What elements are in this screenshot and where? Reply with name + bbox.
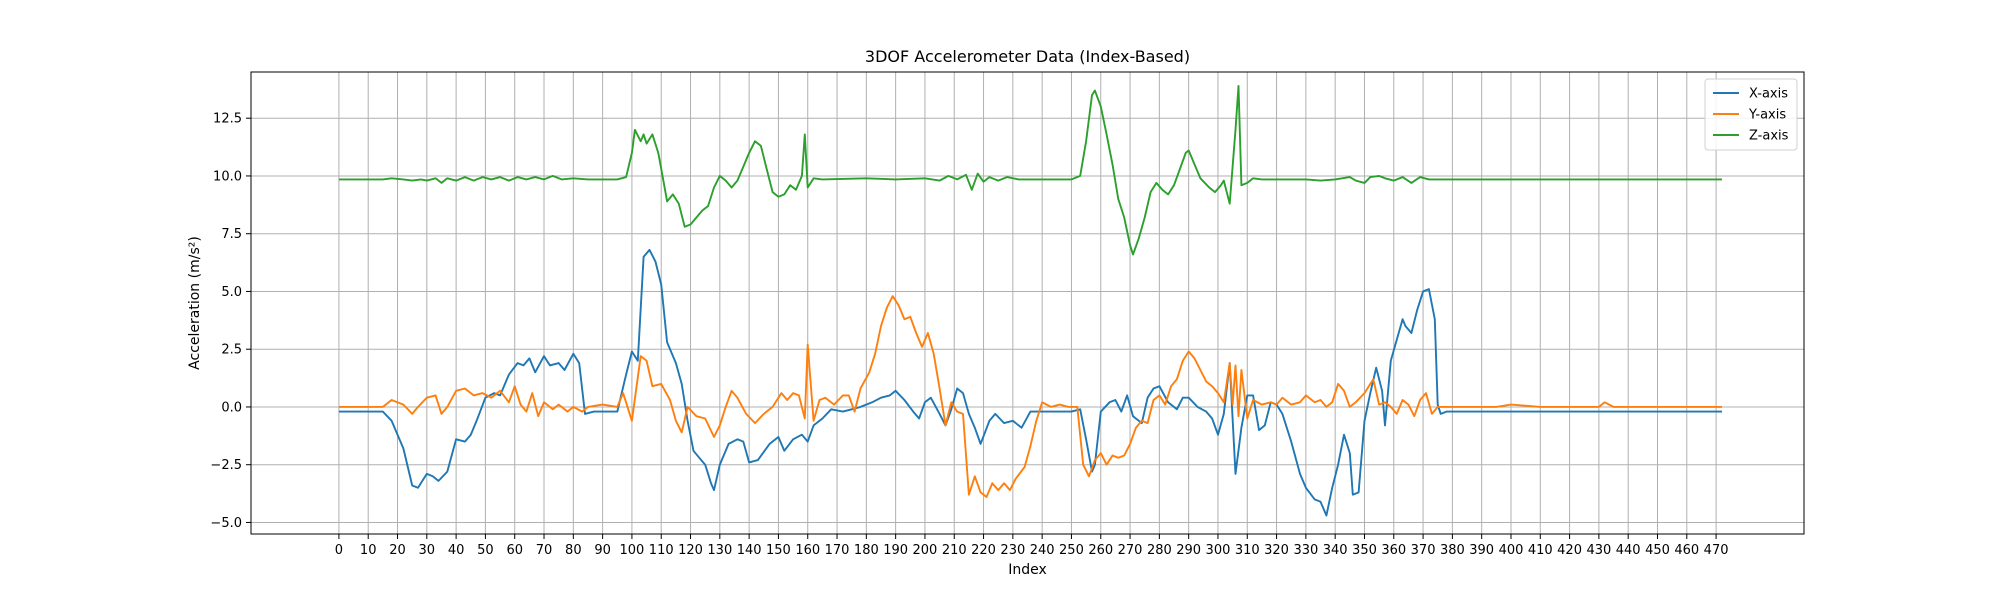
- series-line-x-axis: [338, 248, 1722, 517]
- series-line-y-axis: [338, 295, 1722, 498]
- y-tick-label: 10.0: [213, 169, 242, 184]
- x-tick-label: 130: [707, 543, 732, 558]
- x-tick-label: 200: [913, 543, 938, 558]
- x-tick-label: 260: [1088, 543, 1113, 558]
- y-tick-label: 5.0: [221, 285, 242, 300]
- legend-label: X-axis: [1749, 87, 1788, 102]
- x-axis-label: Index: [1008, 562, 1047, 578]
- x-tick-label: 40: [448, 543, 465, 558]
- series-line-z-axis: [338, 84, 1722, 256]
- x-tick-label: 140: [737, 543, 762, 558]
- x-tick-label: 300: [1206, 543, 1231, 558]
- x-tick-label: 160: [795, 543, 820, 558]
- x-tick-label: 20: [389, 543, 406, 558]
- y-axis-label: Acceleration (m/s²): [187, 236, 203, 370]
- axis-ticks: 0 10 20 30 40 50 60 70 80 90 100 110 120 130 140 150 160…: [210, 112, 1728, 558]
- legend-box: [1704, 78, 1798, 151]
- x-tick-label: 470: [1704, 543, 1729, 558]
- x-tick-label: 0: [335, 543, 343, 558]
- x-tick-label: 370: [1411, 543, 1436, 558]
- x-tick-label: 460: [1674, 543, 1699, 558]
- x-tick-label: 330: [1293, 543, 1318, 558]
- x-tick-label: 100: [620, 543, 645, 558]
- x-tick-label: 220: [971, 543, 996, 558]
- x-tick-label: 190: [883, 543, 908, 558]
- x-tick-label: 270: [1118, 543, 1143, 558]
- x-tick-label: 150: [766, 543, 791, 558]
- y-tick-label: −5.0: [210, 516, 242, 531]
- y-tick-label: 12.5: [213, 112, 242, 127]
- legend-label: Z-axis: [1749, 129, 1789, 144]
- grid: [251, 72, 1804, 534]
- data-series: [338, 84, 1722, 517]
- x-tick-label: 240: [1030, 543, 1055, 558]
- x-tick-label: 350: [1352, 543, 1377, 558]
- x-tick-label: 320: [1264, 543, 1289, 558]
- y-tick-label: 2.5: [221, 343, 242, 358]
- x-tick-label: 60: [506, 543, 523, 558]
- x-tick-label: 230: [1000, 543, 1025, 558]
- x-tick-label: 90: [594, 543, 611, 558]
- chart-title: 3DOF Accelerometer Data (Index-Based): [865, 47, 1190, 66]
- x-tick-label: 380: [1440, 543, 1465, 558]
- x-tick-label: 390: [1469, 543, 1494, 558]
- y-tick-label: −2.5: [210, 458, 242, 473]
- x-tick-label: 50: [477, 543, 494, 558]
- x-tick-label: 80: [565, 543, 582, 558]
- x-tick-label: 400: [1499, 543, 1524, 558]
- plot-frame: [250, 71, 1805, 535]
- x-tick-label: 70: [536, 543, 553, 558]
- y-tick-label: 0.0: [221, 400, 242, 415]
- x-tick-label: 280: [1147, 543, 1172, 558]
- x-tick-label: 430: [1586, 543, 1611, 558]
- x-tick-label: 360: [1381, 543, 1406, 558]
- x-tick-label: 340: [1323, 543, 1348, 558]
- x-tick-label: 30: [419, 543, 436, 558]
- x-tick-label: 290: [1176, 543, 1201, 558]
- y-tick-label: 7.5: [221, 227, 242, 242]
- x-tick-label: 250: [1059, 543, 1084, 558]
- legend: X-axis Y-axis Z-axis: [1704, 78, 1798, 151]
- x-tick-label: 410: [1528, 543, 1553, 558]
- x-tick-label: 120: [678, 543, 703, 558]
- x-tick-label: 110: [649, 543, 674, 558]
- legend-label: Y-axis: [1748, 108, 1786, 123]
- x-tick-label: 310: [1235, 543, 1260, 558]
- x-tick-label: 170: [825, 543, 850, 558]
- x-tick-label: 210: [942, 543, 967, 558]
- x-tick-label: 10: [360, 543, 377, 558]
- x-tick-label: 450: [1645, 543, 1670, 558]
- x-tick-label: 180: [854, 543, 879, 558]
- x-tick-label: 420: [1557, 543, 1582, 558]
- x-tick-label: 440: [1616, 543, 1641, 558]
